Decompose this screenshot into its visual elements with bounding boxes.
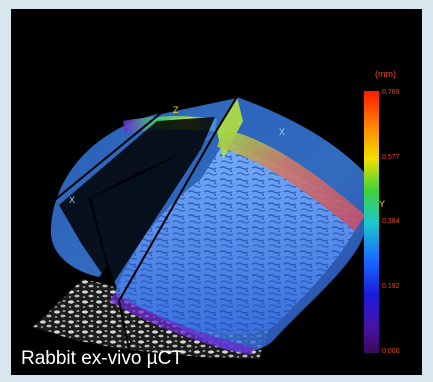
thickness-band-bottom	[109, 293, 255, 355]
bone-surface-rendering	[33, 91, 379, 359]
render-viewport: (mm) 0.769 0.577 0.384 0.192 0.000 Z X X…	[11, 9, 422, 375]
colorbar-tick-4: 0.192	[382, 283, 400, 290]
cutting-plane-edge	[50, 95, 240, 350]
colorbar-tick-3: 0.384	[382, 218, 400, 225]
axis-z-label: Z	[173, 105, 179, 115]
axis-x-label-left: X	[69, 195, 76, 205]
thickness-band-diagonal	[217, 129, 365, 231]
axis-x-label: X	[279, 127, 286, 137]
image-caption: Rabbit ex-vivo µCT	[21, 348, 183, 369]
colorbar-tick-min: 0.000	[382, 348, 400, 355]
axis-y-label: Y	[379, 199, 386, 209]
colorbar	[364, 91, 379, 353]
colorbar-tick-max: 0.769	[382, 89, 400, 96]
colorbar-unit-label: (mm)	[375, 69, 396, 79]
cutting-plane	[59, 117, 215, 287]
colorbar-tick-2: 0.577	[382, 154, 400, 161]
